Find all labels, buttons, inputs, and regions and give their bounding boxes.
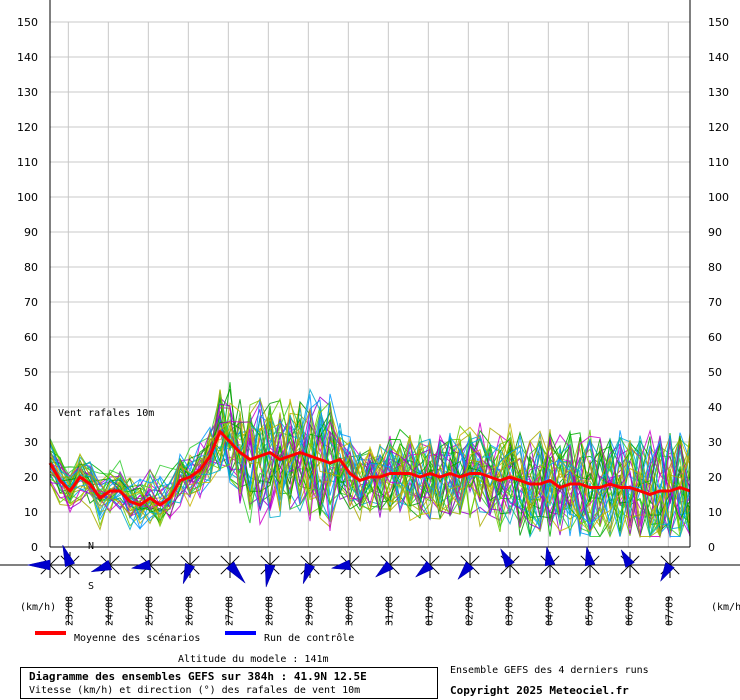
wind-rose — [657, 552, 683, 581]
y-tick-left: 130 — [17, 86, 38, 99]
y-tick-right: 30 — [708, 436, 722, 449]
rose-petal — [91, 560, 112, 572]
date-tick-label: 25/08 — [144, 596, 155, 626]
y-tick-right: 20 — [708, 471, 722, 484]
rose-petal — [183, 563, 195, 584]
wind-rose — [416, 552, 443, 578]
wind-rose — [497, 549, 523, 578]
y-tick-left: 100 — [17, 191, 38, 204]
date-tick-label: 24/08 — [104, 596, 115, 626]
rose-petal — [376, 561, 394, 577]
wind-rose — [617, 550, 643, 578]
y-unit-right: (km/h) — [711, 602, 740, 613]
date-tick-label: 06/09 — [624, 596, 635, 626]
date-tick-label: 01/09 — [424, 596, 435, 626]
info-box: Diagramme des ensembles GEFS sur 384h : … — [20, 667, 438, 699]
x-date-labels: 23/08 24/08 25/08 26/08 27/08 28/08 29/08 30/08… — [64, 596, 675, 626]
y-tick-right: 90 — [708, 226, 722, 239]
rose-north-label: N — [88, 541, 94, 552]
y-tick-right: 10 — [708, 506, 722, 519]
y-tick-left: 30 — [24, 436, 38, 449]
y-tick-right: 120 — [708, 121, 729, 134]
date-tick-label: 23/08 — [64, 596, 75, 626]
model-altitude: Altitude du modele : 141m — [178, 654, 329, 665]
rose-petal — [28, 560, 50, 570]
y-tick-left: 50 — [24, 366, 38, 379]
diagram-subtitle: Vitesse (km/h) et direction (°) des rafa… — [29, 685, 360, 696]
y-tick-left: 90 — [24, 226, 38, 239]
y-tick-left: 20 — [24, 471, 38, 484]
date-tick-label: 07/09 — [664, 596, 675, 626]
y-tick-right: 130 — [708, 86, 729, 99]
wind-rose — [177, 552, 203, 584]
y-tick-left: 60 — [24, 331, 38, 344]
date-tick-label: 27/08 — [224, 596, 235, 626]
date-tick-label: 02/09 — [464, 596, 475, 626]
y-tick-left: 120 — [17, 121, 38, 134]
rose-petal — [458, 562, 474, 580]
y-tick-right: 100 — [708, 191, 729, 204]
inner-label: Vent rafales 10m — [58, 408, 154, 419]
y-tick-left: 70 — [24, 296, 38, 309]
legend: Moyenne des scénarios Run de contrôle — [35, 632, 354, 644]
legend-mean-label: Moyenne des scénarios — [74, 632, 200, 644]
wind-rose — [376, 552, 403, 578]
rose-petal — [416, 561, 434, 577]
y-tick-right: 60 — [708, 331, 722, 344]
y-tick-right: 150 — [708, 16, 729, 29]
y-tick-right: 70 — [708, 296, 722, 309]
wind-direction-row — [28, 545, 683, 587]
rose-petal — [545, 546, 555, 565]
date-tick-label: 04/09 — [544, 596, 555, 626]
copyright: Copyright 2025 Meteociel.fr — [450, 684, 629, 697]
wind-rose — [537, 546, 563, 578]
wind-rose — [217, 552, 245, 583]
rose-petal — [265, 564, 275, 587]
y-tick-left: 140 — [17, 51, 38, 64]
y-tick-right: 110 — [708, 156, 729, 169]
y-tick-left: 150 — [17, 16, 38, 29]
y-unit-left: (km/h) — [20, 602, 56, 613]
ensemble-members — [50, 382, 690, 536]
date-tick-label: 03/09 — [504, 596, 515, 626]
y-tick-right: 40 — [708, 401, 722, 414]
date-tick-label: 30/08 — [344, 596, 355, 626]
y-tick-right: 140 — [708, 51, 729, 64]
date-tick-label: 05/09 — [584, 596, 595, 626]
date-tick-label: 26/08 — [184, 596, 195, 626]
wind-rose — [257, 552, 283, 587]
wind-rose — [577, 546, 603, 578]
ensemble-note: Ensemble GEFS des 4 derniers runs — [450, 665, 649, 676]
y-tick-right: 50 — [708, 366, 722, 379]
wind-rose — [457, 552, 483, 579]
date-tick-label: 28/08 — [264, 596, 275, 626]
date-tick-label: 31/08 — [384, 596, 395, 626]
y-tick-left: 0 — [31, 541, 38, 554]
y-tick-left: 10 — [24, 506, 38, 519]
legend-control-label: Run de contrôle — [264, 632, 354, 644]
rose-south-label: S — [88, 581, 94, 592]
date-tick-label: 29/08 — [304, 596, 315, 626]
wind-rose — [57, 545, 83, 578]
y-tick-left: 80 — [24, 261, 38, 274]
y-tick-right: 0 — [708, 541, 715, 554]
y-tick-left: 110 — [17, 156, 38, 169]
diagram-title: Diagramme des ensembles GEFS sur 384h : … — [29, 670, 367, 683]
y-tick-right: 80 — [708, 261, 722, 274]
rose-petal — [63, 545, 75, 567]
wind-rose — [297, 552, 323, 584]
y-tick-left: 40 — [24, 401, 38, 414]
rose-petal — [303, 563, 315, 584]
rose-petal — [585, 546, 595, 565]
